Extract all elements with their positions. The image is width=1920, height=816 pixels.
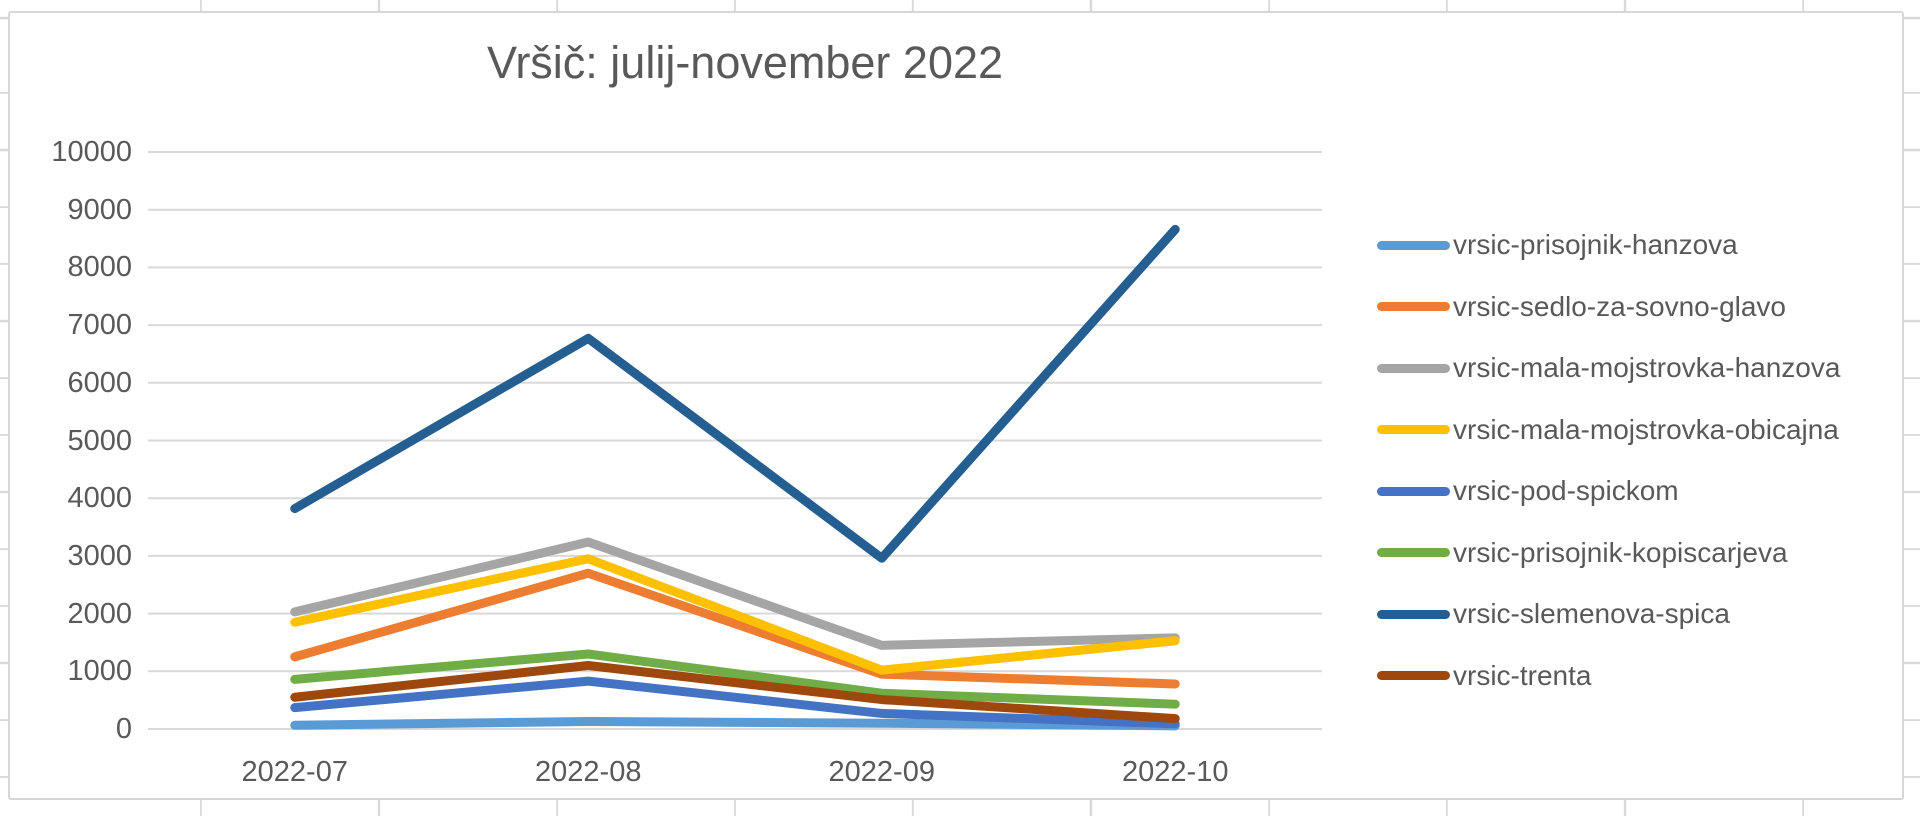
legend-item-vrsic-slemenova-spica[interactable]: vrsic-slemenova-spica <box>1377 594 1730 634</box>
legend-swatch-vrsic-slemenova-spica <box>1377 609 1450 619</box>
series-line-vrsic-sedlo-za-sovno-glavo[interactable] <box>290 568 1180 689</box>
legend-item-vrsic-prisojnik-kopiscarjeva[interactable]: vrsic-prisojnik-kopiscarjeva <box>1377 533 1788 573</box>
y-tick-label-5000: 5000 <box>67 424 132 457</box>
legend-item-vrsic-prisojnik-hanzova[interactable]: vrsic-prisojnik-hanzova <box>1377 225 1738 265</box>
series-line-vrsic-prisojnik-kopiscarjeva[interactable] <box>290 649 1180 709</box>
x-tick-label-2022-07: 2022-07 <box>241 756 348 788</box>
plot-area[interactable] <box>10 13 1906 802</box>
series-line-vrsic-prisojnik-hanzova[interactable] <box>290 716 1180 731</box>
legend-swatch-vrsic-trenta <box>1377 671 1450 680</box>
legend-label: vrsic-pod-spickom <box>1453 475 1679 506</box>
legend-swatch-vrsic-prisojnik-kopiscarjeva <box>1377 548 1450 557</box>
legend-swatch-vrsic-prisojnik-hanzova <box>1377 240 1450 250</box>
legend-item-vrsic-mala-mojstrovka-obicajna[interactable]: vrsic-mala-mojstrovka-obicajna <box>1377 410 1839 450</box>
legend-label: vrsic-prisojnik-hanzova <box>1453 229 1738 260</box>
y-tick-label-0: 0 <box>115 713 132 745</box>
legend-swatch-vrsic-mala-mojstrovka-obicajna <box>1377 425 1450 434</box>
legend-label: vrsic-mala-mojstrovka-hanzova <box>1453 352 1841 383</box>
legend-item-vrsic-pod-spickom[interactable]: vrsic-pod-spickom <box>1377 471 1679 511</box>
y-tick-label-10000: 10000 <box>51 136 132 168</box>
legend-swatch-vrsic-pod-spickom <box>1377 486 1450 496</box>
y-tick-label-8000: 8000 <box>67 251 132 284</box>
legend-label: vrsic-mala-mojstrovka-obicajna <box>1453 413 1839 445</box>
legend-label: vrsic-prisojnik-kopiscarjeva <box>1453 536 1788 568</box>
legend-item-vrsic-trenta[interactable]: vrsic-trenta <box>1377 656 1591 696</box>
x-tick-label-2022-09: 2022-09 <box>828 756 935 788</box>
series-line-vrsic-slemenova-spica[interactable] <box>290 224 1180 563</box>
series-line-vrsic-pod-spickom[interactable] <box>290 676 1180 729</box>
y-tick-label-3000: 3000 <box>67 539 132 572</box>
y-tick-label-6000: 6000 <box>67 366 132 399</box>
y-tick-label-4000: 4000 <box>67 482 132 515</box>
legend-label: vrsic-trenta <box>1453 659 1592 691</box>
x-tick-label-2022-08: 2022-08 <box>535 756 642 788</box>
y-tick-label-7000: 7000 <box>67 309 132 342</box>
x-tick-label-2022-10: 2022-10 <box>1122 756 1229 788</box>
series-line-vrsic-mala-mojstrovka-hanzova[interactable] <box>290 537 1180 650</box>
series-line-vrsic-trenta[interactable] <box>290 661 1180 724</box>
chart-title[interactable]: Vršič: julij-november 2022 <box>486 37 1004 88</box>
series-line-vrsic-mala-mojstrovka-obicajna[interactable] <box>290 554 1180 675</box>
y-tick-label-2000: 2000 <box>67 597 132 630</box>
y-tick-label-1000: 1000 <box>67 655 132 688</box>
y-tick-label-9000: 9000 <box>67 193 132 226</box>
legend-item-vrsic-sedlo-za-sovno-glavo[interactable]: vrsic-sedlo-za-sovno-glavo <box>1377 287 1786 327</box>
chart-panel[interactable]: Vršič: julij-november 2022 0 1000 2000 3000… <box>8 11 1904 800</box>
legend-item-vrsic-mala-mojstrovka-hanzova[interactable]: vrsic-mala-mojstrovka-hanzova <box>1377 348 1840 388</box>
legend-swatch-vrsic-mala-mojstrovka-hanzova <box>1377 363 1450 373</box>
legend-label: vrsic-sedlo-za-sovno-glavo <box>1453 290 1787 322</box>
legend-swatch-vrsic-sedlo-za-sovno-glavo <box>1377 302 1450 311</box>
legend-label: vrsic-slemenova-spica <box>1453 598 1730 629</box>
